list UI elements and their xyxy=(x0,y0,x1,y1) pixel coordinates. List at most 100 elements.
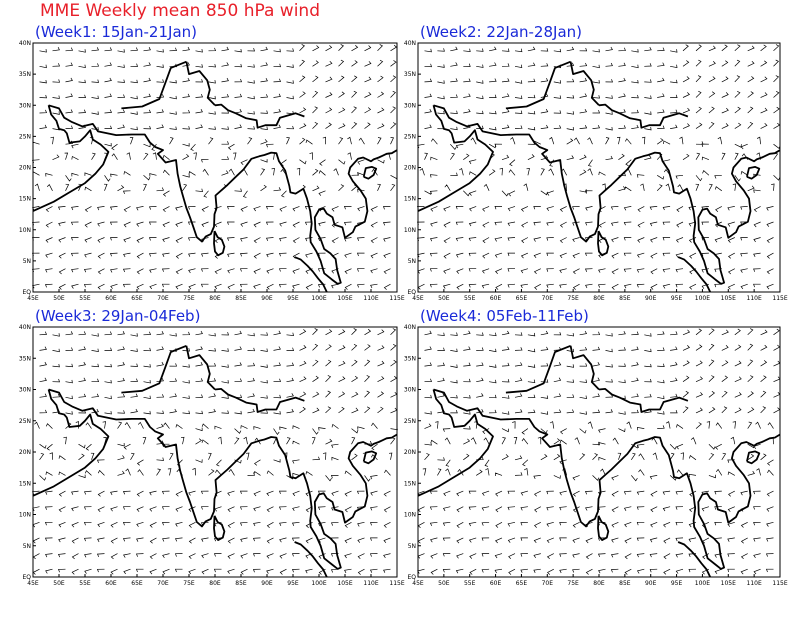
lon-label: 105E xyxy=(721,295,736,302)
map-panel: (Week2: 22Jan-28Jan) EQ 5N 10N 15N 20N 25N 30N 3… xyxy=(404,23,788,302)
lat-label: 10N xyxy=(404,227,416,234)
coastline xyxy=(677,256,712,293)
lon-label: 60E xyxy=(105,295,117,302)
lon-label: 45E xyxy=(27,295,39,302)
lon-label: 85E xyxy=(619,580,631,587)
lon-label: 80E xyxy=(593,580,605,587)
coastline xyxy=(185,345,216,391)
panel-title: (Week3: 29Jan-04Feb) xyxy=(35,307,200,325)
lat-label: 10N xyxy=(19,512,31,519)
lat-label: EQ xyxy=(407,574,416,581)
lon-label: 70E xyxy=(542,295,554,302)
coastline xyxy=(677,541,712,578)
lon-label: 115E xyxy=(772,580,787,587)
lat-label: 20N xyxy=(19,165,31,172)
lon-label: 75E xyxy=(567,295,579,302)
lon-label: 70E xyxy=(542,580,554,587)
panel-title: (Week4: 05Feb-11Feb) xyxy=(420,307,589,325)
lat-label: 35N xyxy=(404,355,416,362)
lon-label: 105E xyxy=(337,580,352,587)
coastline xyxy=(362,450,378,465)
lat-label: 35N xyxy=(404,71,416,78)
lon-label: 50E xyxy=(438,295,450,302)
lon-label: 70E xyxy=(157,580,169,587)
lon-label: 90E xyxy=(261,580,273,587)
lat-label: 20N xyxy=(19,449,31,456)
lon-label: 45E xyxy=(412,295,424,302)
lon-label: 60E xyxy=(490,295,502,302)
coastline xyxy=(185,61,216,106)
lon-label: 55E xyxy=(464,295,476,302)
coastline xyxy=(433,104,781,285)
coastline xyxy=(597,230,610,257)
lon-label: 90E xyxy=(261,295,273,302)
lat-label: 25N xyxy=(19,133,31,140)
lon-label: 100E xyxy=(695,580,710,587)
lon-label: 75E xyxy=(183,580,195,587)
lat-label: 20N xyxy=(404,165,416,172)
lon-label: 65E xyxy=(516,295,528,302)
lon-label: 95E xyxy=(287,580,299,587)
lon-label: 70E xyxy=(157,295,169,302)
coastline xyxy=(433,388,781,570)
lat-label: 5N xyxy=(23,258,31,265)
lat-label: 40N xyxy=(19,40,31,47)
lat-label: EQ xyxy=(22,289,31,296)
coastline xyxy=(505,344,571,394)
coastline xyxy=(569,345,600,391)
lon-label: 60E xyxy=(490,580,502,587)
lon-label: 50E xyxy=(53,580,65,587)
coastline xyxy=(214,103,305,129)
lon-label: 105E xyxy=(721,580,736,587)
map-panel: (Week4: 05Feb-11Feb) EQ 5N 10N 15N 20N 25N 30N 3… xyxy=(404,307,788,587)
coastline xyxy=(569,61,600,106)
lon-label: 65E xyxy=(516,580,528,587)
lon-label: 110E xyxy=(747,295,762,302)
lat-label: 25N xyxy=(19,418,31,425)
lat-label: 35N xyxy=(19,71,31,78)
lat-label: 25N xyxy=(404,133,416,140)
lon-label: 110E xyxy=(363,580,378,587)
lon-label: 85E xyxy=(235,295,247,302)
coastline xyxy=(121,344,187,394)
lon-label: 65E xyxy=(131,580,143,587)
lat-label: 15N xyxy=(404,196,416,203)
lon-label: 115E xyxy=(389,295,404,302)
lat-label: 5N xyxy=(23,543,31,550)
coastline xyxy=(417,105,494,212)
lat-label: EQ xyxy=(407,289,416,296)
lat-label: 30N xyxy=(19,387,31,394)
lon-label: 85E xyxy=(619,295,631,302)
lon-label: 60E xyxy=(105,580,117,587)
lon-label: 110E xyxy=(363,295,378,302)
lon-label: 105E xyxy=(337,295,352,302)
lon-label: 90E xyxy=(645,580,657,587)
lon-label: 115E xyxy=(772,295,787,302)
lon-label: 100E xyxy=(311,580,326,587)
lat-label: 35N xyxy=(19,355,31,362)
lat-label: 10N xyxy=(404,512,416,519)
lat-label: 15N xyxy=(19,196,31,203)
lat-label: EQ xyxy=(22,574,31,581)
coastline xyxy=(746,166,761,180)
lon-label: 90E xyxy=(645,295,657,302)
lon-label: 110E xyxy=(747,580,762,587)
lon-label: 75E xyxy=(567,580,579,587)
coastline xyxy=(214,388,305,413)
lon-label: 50E xyxy=(438,580,450,587)
lon-label: 100E xyxy=(695,295,710,302)
coastline xyxy=(294,256,328,293)
lon-label: 75E xyxy=(183,295,195,302)
lon-label: 95E xyxy=(287,295,299,302)
coastline xyxy=(48,388,398,570)
lat-label: 20N xyxy=(404,449,416,456)
lat-label: 15N xyxy=(19,480,31,487)
lon-label: 80E xyxy=(209,580,221,587)
lat-label: 5N xyxy=(408,543,416,550)
lat-label: 30N xyxy=(404,102,416,109)
coastline xyxy=(294,541,328,578)
coastline xyxy=(598,388,689,413)
coastline xyxy=(213,515,226,541)
